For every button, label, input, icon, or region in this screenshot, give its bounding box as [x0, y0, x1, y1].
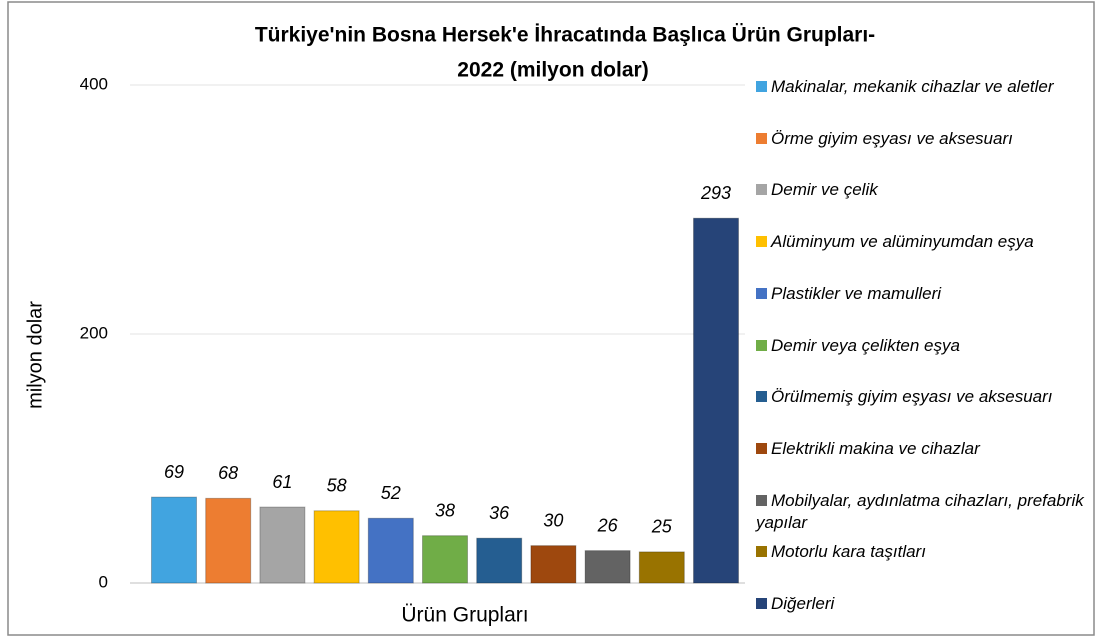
- data-label: 61: [272, 472, 292, 492]
- data-label: 58: [327, 476, 347, 496]
- data-label: 36: [489, 503, 510, 523]
- legend-item: Motorlu kara taşıtları: [756, 541, 1092, 563]
- chart-title: 2022 (milyon dolar): [457, 59, 648, 82]
- legend-label: Plastikler ve mamulleri: [771, 283, 942, 303]
- bar: [151, 496, 197, 584]
- legend-label: Makinalar, mekanik cihazlar ve aletler: [771, 77, 1054, 96]
- legend-label: Diğerleri: [771, 594, 835, 613]
- legend-label: Mobilyalar, aydınlatma cihazları, prefab…: [756, 490, 1084, 532]
- legend-item: Diğerleri: [756, 593, 1092, 615]
- legend-swatch: [756, 598, 767, 609]
- legend-item: Elektrikli makina ve cihazlar: [756, 438, 1092, 460]
- legend-swatch: [756, 81, 767, 92]
- legend-swatch: [756, 184, 767, 196]
- legend-swatch: [756, 287, 767, 299]
- chart-title: Türkiye'nin Bosna Hersek'e İhracatında B…: [255, 24, 875, 47]
- x-axis-label: Ürün Grupları: [401, 604, 528, 627]
- data-label: 52: [381, 483, 401, 503]
- legend-item: Plastikler ve mamulleri: [756, 283, 1092, 305]
- legend-item: Örülmemiş giyim eşyası ve aksesuarı: [756, 386, 1092, 408]
- y-tick-label: 200: [80, 323, 108, 342]
- bar: [367, 517, 414, 584]
- legend-label: Demir veya çelikten eşya: [771, 335, 960, 355]
- legend-item: Makinalar, mekanik cihazlar ve aletler: [756, 76, 1092, 98]
- legend-item: Demir veya çelikten eşya: [756, 335, 1092, 357]
- data-label: 293: [700, 183, 731, 203]
- y-tick-label: 0: [99, 572, 108, 591]
- legend-item: Alüminyum ve alüminyumdan eşya: [756, 231, 1092, 253]
- legend-swatch: [756, 494, 767, 506]
- data-label: 26: [597, 515, 619, 535]
- legend-swatch: [756, 132, 767, 144]
- data-label: 38: [435, 500, 455, 520]
- bar: [313, 510, 360, 584]
- legend-swatch: [756, 546, 767, 558]
- legend-label: Örme giyim eşyası ve aksesuarı: [771, 128, 1013, 148]
- bar: [693, 217, 739, 584]
- legend-swatch: [756, 339, 767, 351]
- y-tick-label: 400: [80, 74, 108, 93]
- frame: [7, 1, 1095, 636]
- legend-swatch: [756, 442, 767, 454]
- bar: [205, 497, 252, 584]
- legend-label: Motorlu kara taşıtları: [771, 542, 926, 562]
- legend-label: Elektrikli makina ve cihazlar: [771, 438, 980, 458]
- legend-item: Demir ve çelik: [756, 179, 1092, 201]
- legend-swatch: [756, 236, 767, 248]
- bar: [259, 506, 306, 584]
- data-label: 25: [651, 517, 673, 537]
- bar: [476, 537, 523, 584]
- data-label: 68: [218, 463, 238, 483]
- legend-label: Örülmemiş giyim eşyası ve aksesuarı: [771, 387, 1053, 407]
- legend-swatch: [756, 391, 767, 403]
- bar: [584, 550, 631, 584]
- legend-item: Örme giyim eşyası ve aksesuarı: [756, 128, 1092, 150]
- bar: [422, 535, 468, 584]
- legend-item: Mobilyalar, aydınlatma cihazları, prefab…: [756, 490, 1092, 534]
- data-label: 69: [164, 462, 184, 482]
- legend-label: Alüminyum ve alüminyumdan eşya: [771, 232, 1034, 252]
- bar: [638, 551, 685, 584]
- legend-label: Demir ve çelik: [771, 180, 878, 200]
- bar: [530, 545, 577, 584]
- y-axis-label: milyon dolar: [24, 301, 46, 409]
- data-label: 30: [543, 510, 563, 530]
